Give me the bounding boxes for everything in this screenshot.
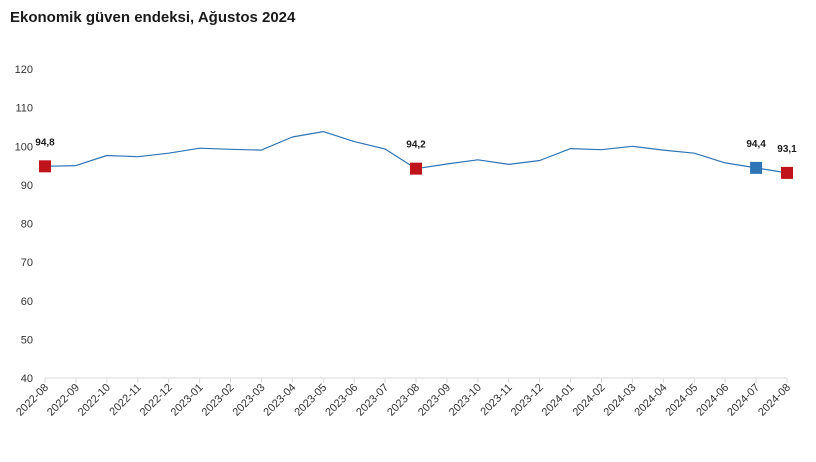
x-tick-label: 2023-06 bbox=[323, 382, 360, 419]
x-tick-label: 2023-01 bbox=[169, 382, 206, 419]
y-tick-label: 50 bbox=[21, 334, 33, 346]
x-tick-label: 2022-12 bbox=[138, 382, 175, 419]
x-tick-label: 2023-11 bbox=[478, 382, 514, 418]
highlight-marker bbox=[39, 160, 51, 173]
x-tick-label: 2023-09 bbox=[416, 382, 453, 419]
x-tick-label: 2024-07 bbox=[725, 382, 762, 419]
highlight-marker bbox=[781, 166, 793, 179]
y-tick-label: 40 bbox=[21, 373, 33, 385]
x-tick-label: 2023-04 bbox=[261, 382, 298, 419]
y-tick-label: 60 bbox=[21, 296, 33, 308]
highlight-marker bbox=[750, 161, 763, 174]
chart-title: Ekonomik güven endeksi, Ağustos 2024 bbox=[10, 9, 296, 26]
data-label: 94,8 bbox=[35, 137, 55, 148]
x-tick-label: 2024-04 bbox=[632, 382, 669, 419]
y-tick-label: 70 bbox=[21, 257, 33, 269]
data-label: 93,1 bbox=[777, 144, 797, 155]
x-tick-label: 2022-11 bbox=[107, 382, 143, 418]
y-tick-label: 110 bbox=[15, 103, 33, 115]
y-tick-label: 100 bbox=[15, 141, 33, 153]
x-tick-label: 2023-05 bbox=[292, 382, 329, 419]
x-tick-label: 2023-07 bbox=[354, 382, 391, 419]
data-label: 94,2 bbox=[406, 140, 426, 151]
x-tick-label: 2024-08 bbox=[756, 382, 793, 419]
x-tick-label: 2024-03 bbox=[602, 382, 639, 419]
x-tick-label: 2024-05 bbox=[663, 382, 700, 419]
x-tick-label: 2023-10 bbox=[447, 382, 484, 419]
markers-group: 94,8 94,2 94,4 93,1 bbox=[35, 137, 797, 179]
x-tick-label: 2024-02 bbox=[571, 382, 608, 419]
x-tick-label: 2023-03 bbox=[231, 382, 268, 419]
highlight-marker bbox=[410, 162, 422, 175]
x-tick-label: 2023-08 bbox=[385, 382, 422, 419]
x-tick-label: 2023-02 bbox=[200, 382, 237, 419]
x-tick-label: 2024-06 bbox=[694, 382, 731, 419]
x-tick-label: 2022-09 bbox=[45, 382, 82, 419]
y-tick-label: 120 bbox=[15, 64, 33, 76]
data-label: 94,4 bbox=[746, 139, 766, 150]
y-axis: 40 50 60 70 80 90 100 110 120 bbox=[15, 64, 33, 385]
y-tick-label: 80 bbox=[21, 219, 33, 231]
x-tick-label: 2022-10 bbox=[76, 382, 113, 419]
y-tick-label: 90 bbox=[21, 180, 33, 192]
x-tick-label: 2023-12 bbox=[509, 382, 546, 419]
x-tick-label: 2022-08 bbox=[14, 382, 51, 419]
x-axis: 2022-082022-092022-102022-112022-122023-… bbox=[14, 377, 793, 419]
x-tick-label: 2024-01 bbox=[540, 382, 577, 419]
